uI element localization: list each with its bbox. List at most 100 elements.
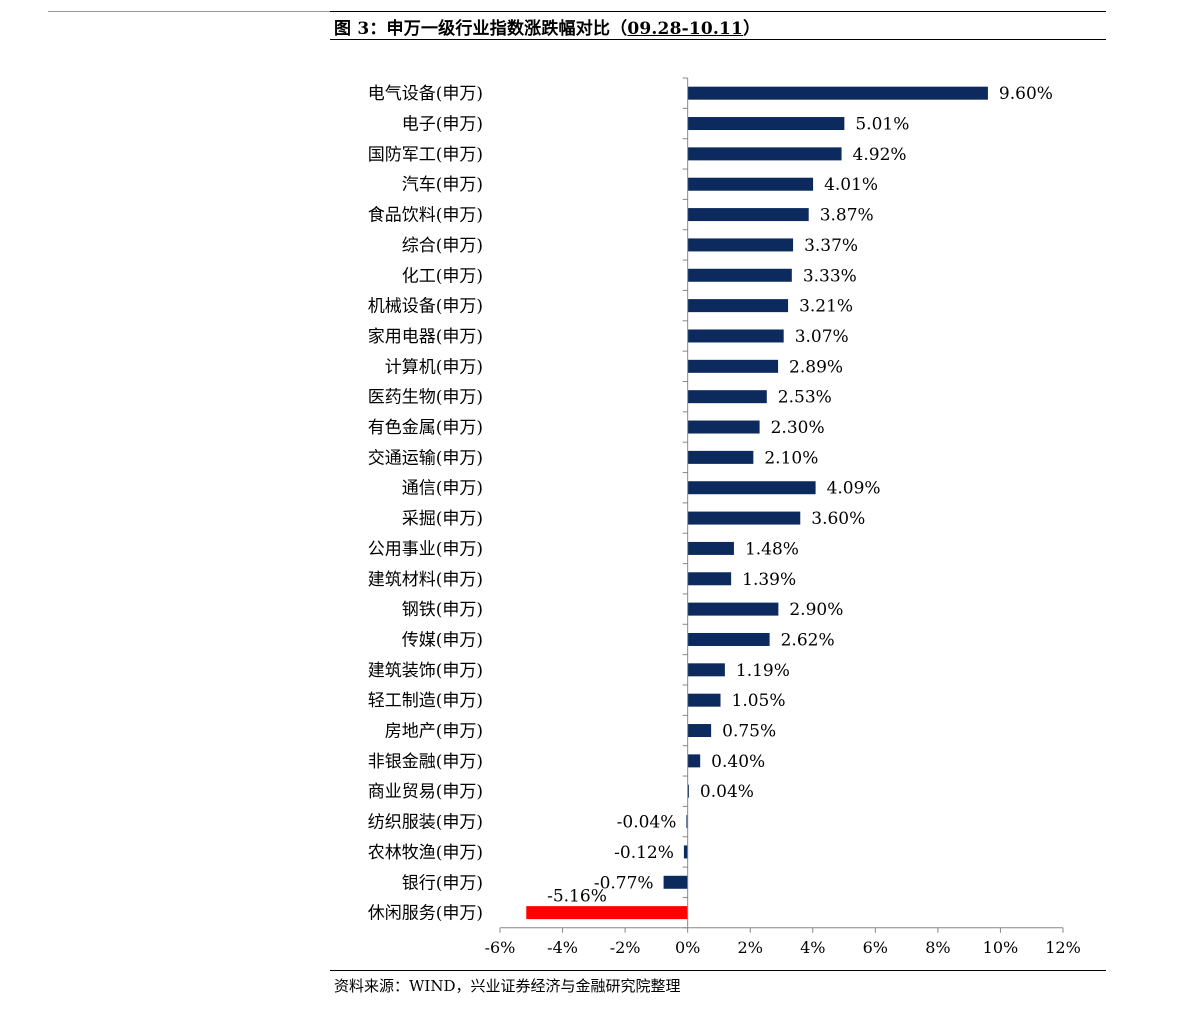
- category-label-19: 传媒(申万): [402, 630, 483, 650]
- x-tick-label-5: 2%: [738, 938, 763, 957]
- source-note: 资料来源：WIND，兴业证券经济与金融研究院整理: [334, 977, 681, 995]
- x-tick-label-10: 12%: [1045, 938, 1081, 957]
- bar-11: [687, 390, 767, 404]
- category-label-20: 建筑装饰(申万): [368, 661, 483, 681]
- x-tick-label-9: 10%: [983, 938, 1019, 957]
- bar-1: [687, 86, 988, 100]
- value-label-22: 0.75%: [722, 722, 776, 742]
- value-label-15: 3.60%: [811, 509, 865, 529]
- value-label-10: 2.89%: [789, 357, 843, 377]
- value-label-24: 0.04%: [700, 782, 754, 802]
- bar-2: [687, 117, 845, 131]
- category-label-25: 纺织服装(申万): [368, 813, 483, 833]
- bar-9: [687, 329, 784, 343]
- bar-14: [687, 481, 816, 495]
- x-tick-labels-group: -6% -4% -2% 0% 2% 4% 6% 8% 10% 12%: [485, 938, 1081, 957]
- category-label-22: 房地产(申万): [385, 722, 483, 742]
- bar-25: [686, 815, 688, 829]
- bar-19: [687, 632, 770, 646]
- category-label-8: 机械设备(申万): [368, 297, 483, 317]
- value-label-5: 3.87%: [820, 206, 874, 226]
- category-label-14: 通信(申万): [402, 479, 483, 499]
- bar-8: [687, 299, 789, 313]
- bar-28: [526, 906, 688, 920]
- x-tick-label-2: -4%: [547, 938, 578, 957]
- source-rule: [330, 970, 1106, 971]
- bar-15: [687, 511, 801, 525]
- value-label-2: 5.01%: [855, 115, 909, 135]
- bar-6: [687, 238, 794, 252]
- category-label-16: 公用事业(申万): [368, 539, 483, 559]
- value-label-20: 1.19%: [736, 661, 790, 681]
- axes-group: [499, 77, 1064, 933]
- bar-18: [687, 602, 779, 616]
- figure-title-prefix: 图 3：申万一级行业指数涨跌幅对比（: [334, 19, 628, 39]
- bars-group: [526, 86, 988, 920]
- x-tick-label-3: -2%: [610, 938, 641, 957]
- value-labels-group: 9.60% 5.01% 4.92% 4.01% 3.87% 3.37% 3.33% 3.21%…: [547, 84, 1053, 906]
- value-label-6: 3.37%: [804, 236, 858, 256]
- value-label-28: -5.16%: [547, 887, 607, 907]
- category-label-17: 建筑材料(申万): [368, 570, 483, 590]
- value-label-25: -0.04%: [617, 813, 677, 833]
- value-label-4: 4.01%: [824, 175, 878, 195]
- category-label-24: 商业贸易(申万): [368, 782, 483, 802]
- figure-title: 图 3：申万一级行业指数涨跌幅对比（09.28-10.11）: [334, 14, 760, 39]
- category-label-23: 非银金融(申万): [368, 752, 483, 772]
- bar-12: [687, 420, 760, 434]
- bar-13: [687, 450, 754, 464]
- category-label-10: 计算机(申万): [385, 357, 483, 377]
- category-label-1: 电气设备(申万): [368, 84, 483, 104]
- bar-20: [687, 663, 725, 677]
- bar-24: [687, 784, 689, 798]
- value-label-11: 2.53%: [778, 388, 832, 408]
- bar-26: [683, 845, 688, 859]
- top-rule-left: [48, 11, 330, 12]
- top-rule: [330, 11, 1106, 12]
- category-label-13: 交通运输(申万): [368, 448, 483, 468]
- bar-4: [687, 177, 814, 191]
- category-label-11: 医药生物(申万): [368, 388, 483, 408]
- value-label-23: 0.40%: [711, 752, 765, 772]
- value-label-16: 1.48%: [745, 539, 799, 559]
- bar-27: [663, 875, 688, 889]
- category-label-7: 化工(申万): [402, 266, 483, 286]
- category-label-21: 轻工制造(申万): [368, 691, 483, 711]
- bar-17: [687, 572, 732, 586]
- bar-3: [687, 147, 842, 161]
- category-label-2: 电子(申万): [402, 115, 483, 135]
- x-tick-label-4: 0%: [675, 938, 700, 957]
- value-label-17: 1.39%: [742, 570, 796, 590]
- value-label-18: 2.90%: [789, 600, 843, 620]
- category-label-15: 采掘(申万): [402, 509, 483, 529]
- bar-5: [687, 208, 809, 222]
- bar-21: [687, 693, 721, 707]
- category-label-6: 综合(申万): [402, 236, 483, 256]
- value-label-21: 1.05%: [732, 691, 786, 711]
- category-label-5: 食品饮料(申万): [368, 206, 483, 226]
- title-rule: [330, 39, 1106, 40]
- value-label-14: 4.09%: [827, 479, 881, 499]
- value-label-7: 3.33%: [803, 266, 857, 286]
- value-label-1: 9.60%: [999, 84, 1053, 104]
- category-label-26: 农林牧渔(申万): [368, 843, 483, 863]
- bar-16: [687, 541, 734, 555]
- value-label-8: 3.21%: [799, 297, 853, 317]
- value-label-19: 2.62%: [781, 630, 835, 650]
- x-tick-label-7: 6%: [863, 938, 888, 957]
- x-tick-label-6: 4%: [800, 938, 825, 957]
- category-labels-group: 电气设备(申万) 电子(申万) 国防军工(申万) 汽车(申万) 食品饮料(申万) 综合(申…: [368, 84, 483, 923]
- figure-title-period: 09.28-10.11: [627, 19, 744, 39]
- bar-23: [687, 754, 701, 768]
- value-label-26: -0.12%: [614, 843, 674, 863]
- value-label-13: 2.10%: [764, 448, 818, 468]
- category-label-27: 银行(申万): [402, 873, 483, 893]
- value-label-3: 4.92%: [853, 145, 907, 165]
- x-tick-label-8: 8%: [925, 938, 950, 957]
- bar-7: [687, 268, 792, 282]
- bar-22: [687, 724, 712, 738]
- category-label-18: 钢铁(申万): [402, 600, 483, 620]
- bar-10: [687, 359, 779, 373]
- value-label-12: 2.30%: [771, 418, 825, 438]
- value-label-27: -0.77%: [594, 873, 654, 893]
